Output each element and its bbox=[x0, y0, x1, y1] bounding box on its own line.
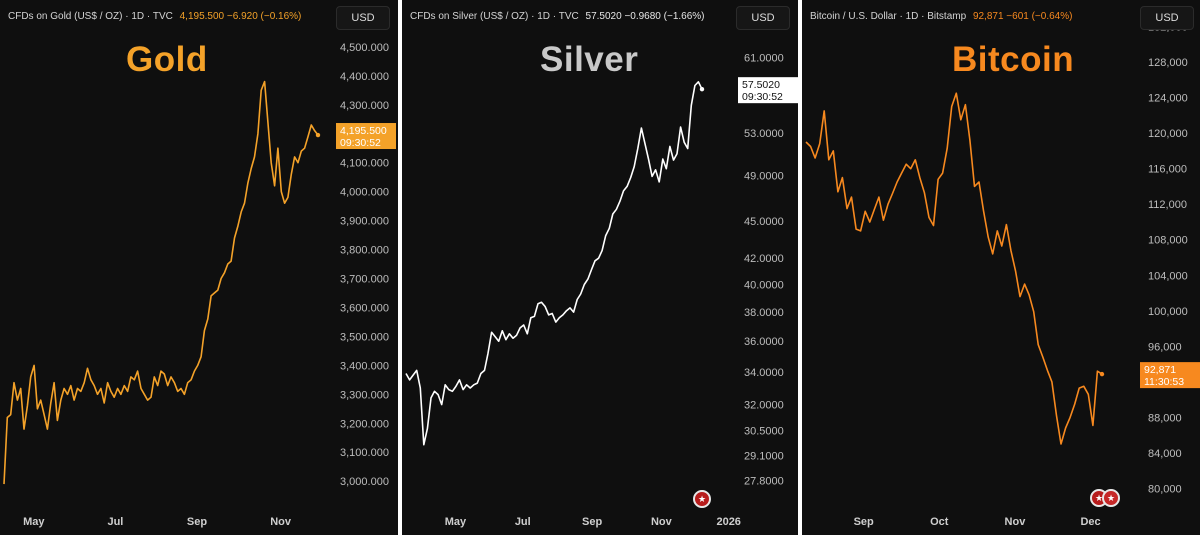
y-tick-label: 34.0000 bbox=[744, 367, 784, 379]
y-tick-label: 116,000 bbox=[1148, 164, 1187, 176]
y-tick-label: 112,000 bbox=[1148, 199, 1187, 211]
x-tick-label: May bbox=[445, 516, 467, 528]
y-tick-label: 3,200.000 bbox=[340, 418, 389, 430]
bitcoin-symbol-header: Bitcoin / U.S. Dollar · 1D · Bitstamp 92… bbox=[810, 11, 1072, 22]
x-tick-label: Nov bbox=[270, 516, 292, 528]
y-tick-label: 128,000 bbox=[1148, 57, 1188, 69]
silver-symbol-name: CFDs on Silver (US$ / OZ) · 1D · TVC bbox=[410, 11, 579, 22]
price-badge bbox=[738, 77, 798, 104]
price-badge-value: 4,195.500 bbox=[340, 125, 387, 137]
silver-symbol-header: CFDs on Silver (US$ / OZ) · 1D · TVC 57.… bbox=[410, 11, 705, 22]
price-badge bbox=[1140, 362, 1200, 389]
last-price-point bbox=[699, 86, 705, 92]
x-tick-label: Oct bbox=[930, 516, 949, 528]
y-tick-label: 3,000.000 bbox=[340, 476, 389, 488]
silver-price-change: 57.5020 −0.9680 (−1.66%) bbox=[585, 11, 705, 22]
price-badge bbox=[336, 123, 396, 150]
x-tick-label: May bbox=[23, 516, 45, 528]
bitcoin-price-change: 92,871 −601 (−0.64%) bbox=[972, 11, 1073, 22]
y-tick-label: 124,000 bbox=[1148, 93, 1188, 105]
y-tick-label: 88,000 bbox=[1148, 412, 1182, 424]
y-tick-label: 100,000 bbox=[1148, 306, 1188, 318]
y-tick-label: 42.0000 bbox=[744, 253, 784, 265]
y-tick-label: 49.0000 bbox=[744, 170, 784, 182]
bitcoin-currency-button[interactable]: USD bbox=[1140, 6, 1194, 30]
y-tick-label: 32.0000 bbox=[744, 400, 784, 412]
y-tick-label: 108,000 bbox=[1148, 235, 1188, 247]
y-tick-label: 96,000 bbox=[1148, 341, 1182, 353]
y-tick-label: 4,000.000 bbox=[340, 187, 389, 199]
x-tick-label: Sep bbox=[582, 516, 602, 528]
y-tick-label: 30.5000 bbox=[744, 425, 784, 437]
silver-chart[interactable]: 61.0000 53.0000 49.0000 45.0000 42.0000 40.00… bbox=[402, 0, 798, 535]
price-series-line bbox=[805, 92, 1103, 445]
y-tick-label: 3,400.000 bbox=[340, 360, 389, 372]
price-badge-time: 09:30:52 bbox=[340, 137, 381, 149]
gold-symbol-header: CFDs on Gold (US$ / OZ) · 1D · TVC 4,195… bbox=[8, 11, 301, 22]
event-marker-icon[interactable]: ★ bbox=[1102, 489, 1120, 507]
us-flag-icon[interactable]: ★ bbox=[693, 490, 711, 508]
price-badge-value: 92,871 bbox=[1144, 364, 1176, 376]
bitcoin-chart[interactable]: 132,000128,000124,000120,000116,000112,0… bbox=[802, 0, 1200, 535]
x-tick-label: Nov bbox=[1005, 516, 1027, 528]
y-tick-label: 3,100.000 bbox=[340, 447, 389, 459]
y-tick-label: 4,300.000 bbox=[340, 100, 389, 112]
y-tick-label: 3,600.000 bbox=[340, 302, 389, 314]
y-tick-label: 3,700.000 bbox=[340, 273, 389, 285]
price-series-line bbox=[405, 81, 703, 446]
price-badge-time: 11:30:53 bbox=[1144, 376, 1184, 388]
silver-title: Silver bbox=[540, 40, 639, 79]
y-tick-label: 36.0000 bbox=[744, 336, 784, 348]
y-tick-label: 80,000 bbox=[1148, 483, 1182, 495]
y-tick-label: 120,000 bbox=[1148, 128, 1188, 140]
y-tick-label: 27.8000 bbox=[744, 475, 784, 487]
y-tick-label: 84,000 bbox=[1148, 448, 1182, 460]
y-tick-label: 104,000 bbox=[1148, 270, 1188, 282]
last-price-point bbox=[315, 132, 321, 138]
y-tick-label: 38.0000 bbox=[744, 307, 784, 319]
gold-title: Gold bbox=[126, 40, 208, 79]
x-tick-label: Dec bbox=[1080, 516, 1100, 528]
price-badge-value: 57.5020 bbox=[742, 79, 780, 91]
y-tick-label: 4,400.000 bbox=[340, 71, 389, 83]
bitcoin-symbol-name: Bitcoin / U.S. Dollar · 1D · Bitstamp bbox=[810, 11, 967, 22]
y-tick-label: 29.1000 bbox=[744, 451, 784, 463]
x-tick-label: Sep bbox=[854, 516, 874, 528]
y-tick-label: 4,100.000 bbox=[340, 158, 389, 170]
silver-panel: 61.0000 53.0000 49.0000 45.0000 42.0000 40.00… bbox=[402, 0, 798, 535]
y-tick-label: 3,300.000 bbox=[340, 389, 389, 401]
x-tick-label: Sep bbox=[187, 516, 207, 528]
x-tick-label: Jul bbox=[107, 516, 123, 528]
y-tick-label: 3,800.000 bbox=[340, 245, 389, 257]
y-tick-label: 3,900.000 bbox=[340, 216, 389, 228]
y-tick-label: 61.0000 bbox=[744, 52, 784, 64]
gold-price-change: 4,195.500 −6.920 (−0.16%) bbox=[179, 11, 302, 22]
y-tick-label: 53.0000 bbox=[744, 128, 784, 140]
bitcoin-title: Bitcoin bbox=[952, 40, 1075, 79]
x-tick-label: 2026 bbox=[716, 516, 740, 528]
x-tick-label: Nov bbox=[651, 516, 673, 528]
y-tick-label: 40.0000 bbox=[744, 279, 784, 291]
gold-currency-button[interactable]: USD bbox=[336, 6, 390, 30]
gold-panel: 4,500.0004,400.0004,300.0004,200.0004,10… bbox=[0, 0, 398, 535]
y-tick-label: 3,500.000 bbox=[340, 331, 389, 343]
y-tick-label: 4,500.000 bbox=[340, 42, 389, 54]
price-badge-time: 09:30:52 bbox=[742, 91, 783, 103]
silver-currency-button[interactable]: USD bbox=[736, 6, 790, 30]
x-tick-label: Jul bbox=[515, 516, 531, 528]
bitcoin-panel: 132,000128,000124,000120,000116,000112,0… bbox=[802, 0, 1200, 535]
gold-symbol-name: CFDs on Gold (US$ / OZ) · 1D · TVC bbox=[8, 11, 173, 22]
last-price-point bbox=[1099, 371, 1105, 377]
gold-chart[interactable]: 4,500.0004,400.0004,300.0004,200.0004,10… bbox=[0, 0, 398, 535]
price-series-line bbox=[3, 80, 319, 485]
y-tick-label: 45.0000 bbox=[744, 216, 784, 228]
